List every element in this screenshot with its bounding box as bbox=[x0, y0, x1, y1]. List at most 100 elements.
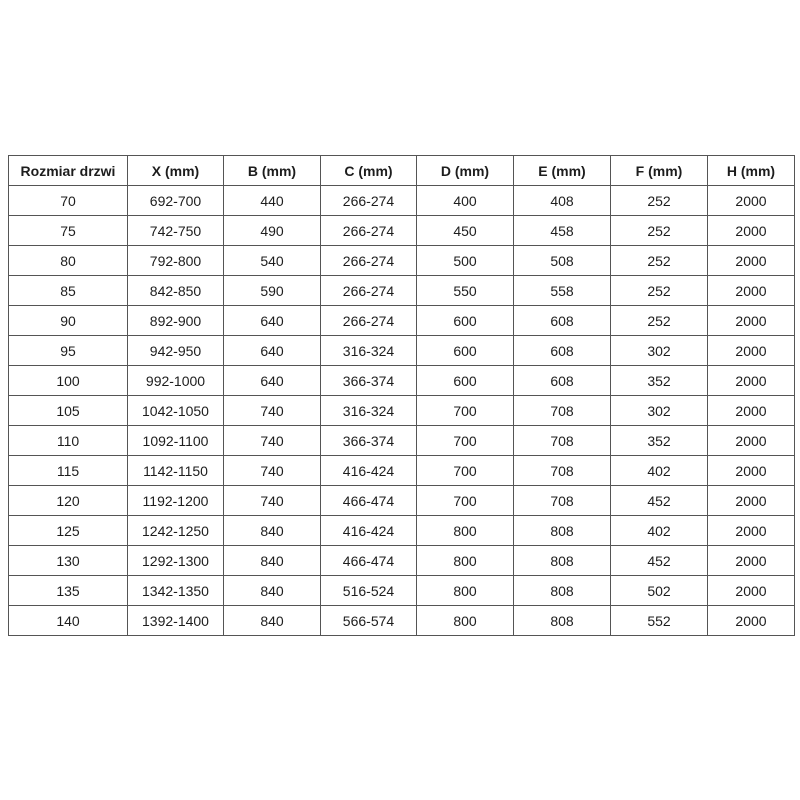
table-cell: 1092-1100 bbox=[127, 425, 224, 456]
table-cell: 316-324 bbox=[320, 335, 417, 366]
table-cell: 450 bbox=[416, 215, 514, 246]
table-cell: 840 bbox=[223, 545, 321, 576]
table-cell: 2000 bbox=[707, 575, 795, 606]
table-cell: 408 bbox=[513, 185, 611, 216]
table-cell: 302 bbox=[610, 335, 708, 366]
table-cell: 700 bbox=[416, 425, 514, 456]
table-cell: 440 bbox=[223, 185, 321, 216]
table-cell: 490 bbox=[223, 215, 321, 246]
table-cell: 1242-1250 bbox=[127, 515, 224, 546]
table-cell: 700 bbox=[416, 455, 514, 486]
table-cell: 266-274 bbox=[320, 305, 417, 336]
table-cell: 252 bbox=[610, 215, 708, 246]
table-cell: 266-274 bbox=[320, 215, 417, 246]
table-cell: 800 bbox=[416, 575, 514, 606]
table-cell: 740 bbox=[223, 395, 321, 426]
header-cell-e: E (mm) bbox=[513, 155, 611, 186]
table-row: 75 742-750 490 266-274 450 458 252 2000 bbox=[8, 215, 795, 246]
table-cell: 1342-1350 bbox=[127, 575, 224, 606]
table-cell: 266-274 bbox=[320, 185, 417, 216]
table-cell: 2000 bbox=[707, 335, 795, 366]
door-size-spec-table: Rozmiar drzwi X (mm) B (mm) C (mm) D (mm) E (… bbox=[8, 155, 795, 636]
header-row: Rozmiar drzwi X (mm) B (mm) C (mm) D (mm) E (… bbox=[8, 155, 795, 186]
table-cell: 700 bbox=[416, 485, 514, 516]
header-cell-c: C (mm) bbox=[320, 155, 417, 186]
table-row: 135 1342-1350 840 516-524 800 808 502 2000 bbox=[8, 575, 795, 606]
table-row: 110 1092-1100 740 366-374 700 708 352 2000 bbox=[8, 425, 795, 456]
table-cell: 352 bbox=[610, 425, 708, 456]
table-cell: 708 bbox=[513, 485, 611, 516]
table-row: 120 1192-1200 740 466-474 700 708 452 2000 bbox=[8, 485, 795, 516]
table-row: 90 892-900 640 266-274 600 608 252 2000 bbox=[8, 305, 795, 336]
table-cell: 590 bbox=[223, 275, 321, 306]
table-cell: 400 bbox=[416, 185, 514, 216]
table-cell: 892-900 bbox=[127, 305, 224, 336]
table-cell: 1292-1300 bbox=[127, 545, 224, 576]
header-cell-b: B (mm) bbox=[223, 155, 321, 186]
table-cell: 458 bbox=[513, 215, 611, 246]
table-cell: 692-700 bbox=[127, 185, 224, 216]
table-cell: 2000 bbox=[707, 305, 795, 336]
table-cell: 2000 bbox=[707, 455, 795, 486]
table-cell: 2000 bbox=[707, 605, 795, 636]
table-cell: 95 bbox=[8, 335, 128, 366]
table-cell: 466-474 bbox=[320, 485, 417, 516]
table-row: 95 942-950 640 316-324 600 608 302 2000 bbox=[8, 335, 795, 366]
header-cell-f: F (mm) bbox=[610, 155, 708, 186]
table-cell: 252 bbox=[610, 275, 708, 306]
table-row: 130 1292-1300 840 466-474 800 808 452 2000 bbox=[8, 545, 795, 576]
table-cell: 2000 bbox=[707, 425, 795, 456]
table-cell: 808 bbox=[513, 545, 611, 576]
table-cell: 550 bbox=[416, 275, 514, 306]
table-cell: 80 bbox=[8, 245, 128, 276]
table-cell: 120 bbox=[8, 485, 128, 516]
table-cell: 708 bbox=[513, 455, 611, 486]
table-cell: 708 bbox=[513, 425, 611, 456]
table-cell: 516-524 bbox=[320, 575, 417, 606]
table-cell: 500 bbox=[416, 245, 514, 276]
table-cell: 540 bbox=[223, 245, 321, 276]
table-row: 140 1392-1400 840 566-574 800 808 552 2000 bbox=[8, 605, 795, 636]
table-cell: 840 bbox=[223, 605, 321, 636]
table-cell: 608 bbox=[513, 305, 611, 336]
table-cell: 600 bbox=[416, 305, 514, 336]
table-cell: 90 bbox=[8, 305, 128, 336]
table-cell: 742-750 bbox=[127, 215, 224, 246]
header-cell-h: H (mm) bbox=[707, 155, 795, 186]
table-cell: 640 bbox=[223, 305, 321, 336]
table-cell: 70 bbox=[8, 185, 128, 216]
table-header: Rozmiar drzwi X (mm) B (mm) C (mm) D (mm) E (… bbox=[8, 155, 795, 186]
table-cell: 502 bbox=[610, 575, 708, 606]
table-cell: 366-374 bbox=[320, 365, 417, 396]
table-cell: 135 bbox=[8, 575, 128, 606]
table-cell: 316-324 bbox=[320, 395, 417, 426]
table-cell: 842-850 bbox=[127, 275, 224, 306]
table-cell: 266-274 bbox=[320, 245, 417, 276]
table-cell: 600 bbox=[416, 335, 514, 366]
table-cell: 105 bbox=[8, 395, 128, 426]
table-row: 100 992-1000 640 366-374 600 608 352 2000 bbox=[8, 365, 795, 396]
table-cell: 740 bbox=[223, 485, 321, 516]
table-cell: 75 bbox=[8, 215, 128, 246]
table-cell: 566-574 bbox=[320, 605, 417, 636]
table-cell: 508 bbox=[513, 245, 611, 276]
header-cell-d: D (mm) bbox=[416, 155, 514, 186]
table-row: 80 792-800 540 266-274 500 508 252 2000 bbox=[8, 245, 795, 276]
table-cell: 252 bbox=[610, 305, 708, 336]
table-cell: 740 bbox=[223, 455, 321, 486]
table-cell: 840 bbox=[223, 575, 321, 606]
table-cell: 1142-1150 bbox=[127, 455, 224, 486]
table-cell: 2000 bbox=[707, 485, 795, 516]
table-cell: 640 bbox=[223, 335, 321, 366]
table-cell: 840 bbox=[223, 515, 321, 546]
table-cell: 452 bbox=[610, 485, 708, 516]
table-cell: 808 bbox=[513, 515, 611, 546]
table-cell: 2000 bbox=[707, 245, 795, 276]
table-cell: 140 bbox=[8, 605, 128, 636]
table-cell: 792-800 bbox=[127, 245, 224, 276]
table-cell: 800 bbox=[416, 515, 514, 546]
table-cell: 115 bbox=[8, 455, 128, 486]
table-cell: 608 bbox=[513, 365, 611, 396]
table-body: 70 692-700 440 266-274 400 408 252 2000 75 742-75… bbox=[8, 185, 795, 636]
